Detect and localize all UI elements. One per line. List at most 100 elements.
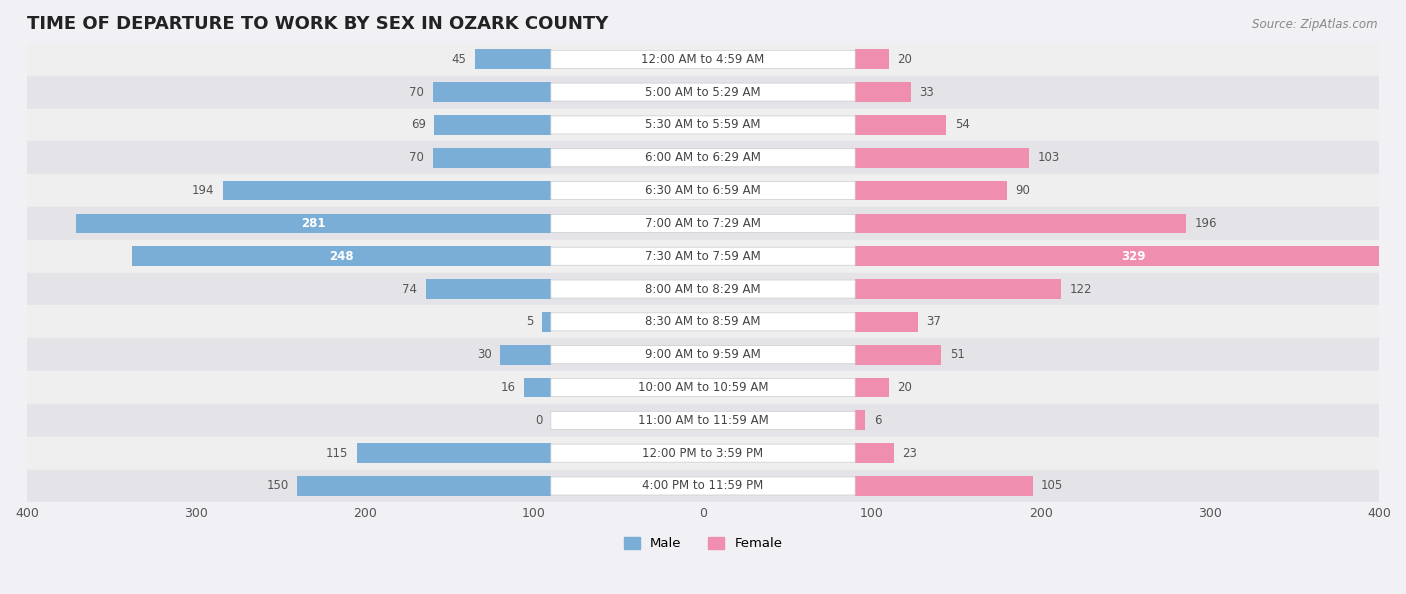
Text: 5:00 AM to 5:29 AM: 5:00 AM to 5:29 AM	[645, 86, 761, 99]
Bar	[132, 247, 551, 266]
Text: 70: 70	[409, 86, 425, 99]
Bar	[855, 214, 1187, 233]
Bar	[27, 437, 1379, 470]
Bar	[27, 240, 1379, 273]
Text: 6:30 AM to 6:59 AM: 6:30 AM to 6:59 AM	[645, 184, 761, 197]
Text: 105: 105	[1040, 479, 1063, 492]
Text: 12:00 PM to 3:59 PM: 12:00 PM to 3:59 PM	[643, 447, 763, 460]
Text: 20: 20	[897, 381, 912, 394]
Bar	[27, 273, 1379, 305]
Text: 248: 248	[329, 249, 354, 263]
Bar	[27, 338, 1379, 371]
Text: TIME OF DEPARTURE TO WORK BY SEX IN OZARK COUNTY: TIME OF DEPARTURE TO WORK BY SEX IN OZAR…	[27, 15, 609, 33]
Bar	[76, 214, 551, 233]
Bar	[27, 141, 1379, 174]
Bar	[855, 247, 1406, 266]
Bar	[855, 312, 918, 331]
Text: 8:00 AM to 8:29 AM: 8:00 AM to 8:29 AM	[645, 283, 761, 296]
Text: 37: 37	[927, 315, 941, 328]
Bar	[855, 476, 1032, 496]
Bar	[855, 181, 1007, 200]
Text: 6:00 AM to 6:29 AM: 6:00 AM to 6:29 AM	[645, 151, 761, 165]
Bar	[27, 404, 1379, 437]
FancyBboxPatch shape	[551, 116, 855, 134]
Text: Source: ZipAtlas.com: Source: ZipAtlas.com	[1253, 18, 1378, 31]
FancyBboxPatch shape	[551, 214, 855, 232]
Text: 74: 74	[402, 283, 418, 296]
Text: 7:30 AM to 7:59 AM: 7:30 AM to 7:59 AM	[645, 249, 761, 263]
Text: 150: 150	[267, 479, 288, 492]
Text: 122: 122	[1070, 283, 1092, 296]
FancyBboxPatch shape	[551, 247, 855, 266]
Bar	[855, 279, 1062, 299]
Text: 6: 6	[873, 414, 882, 427]
Bar	[855, 410, 865, 430]
Text: 7:00 AM to 7:29 AM: 7:00 AM to 7:29 AM	[645, 217, 761, 230]
Text: 196: 196	[1195, 217, 1218, 230]
Bar	[27, 75, 1379, 109]
Bar	[433, 83, 551, 102]
Text: 20: 20	[897, 53, 912, 66]
Bar	[224, 181, 551, 200]
Bar	[27, 305, 1379, 338]
Text: 115: 115	[326, 447, 349, 460]
Bar	[855, 148, 1029, 168]
FancyBboxPatch shape	[551, 182, 855, 200]
Text: 16: 16	[501, 381, 516, 394]
FancyBboxPatch shape	[551, 411, 855, 429]
Text: 194: 194	[193, 184, 215, 197]
Text: 5: 5	[527, 315, 534, 328]
Bar	[357, 443, 551, 463]
Bar	[855, 345, 941, 365]
Bar	[27, 470, 1379, 503]
Bar	[855, 49, 889, 69]
FancyBboxPatch shape	[551, 50, 855, 68]
Text: 10:00 AM to 10:59 AM: 10:00 AM to 10:59 AM	[638, 381, 768, 394]
Bar	[543, 312, 551, 331]
Bar	[27, 207, 1379, 240]
Bar	[426, 279, 551, 299]
Text: 70: 70	[409, 151, 425, 165]
Bar	[434, 115, 551, 135]
Bar	[475, 49, 551, 69]
Text: 5:30 AM to 5:59 AM: 5:30 AM to 5:59 AM	[645, 118, 761, 131]
Text: 30: 30	[477, 348, 492, 361]
Text: 12:00 AM to 4:59 AM: 12:00 AM to 4:59 AM	[641, 53, 765, 66]
Text: 33: 33	[920, 86, 934, 99]
Bar	[27, 109, 1379, 141]
FancyBboxPatch shape	[551, 346, 855, 364]
Bar	[27, 371, 1379, 404]
FancyBboxPatch shape	[551, 378, 855, 397]
FancyBboxPatch shape	[551, 313, 855, 331]
Text: 103: 103	[1038, 151, 1060, 165]
Text: 11:00 AM to 11:59 AM: 11:00 AM to 11:59 AM	[638, 414, 768, 427]
FancyBboxPatch shape	[551, 148, 855, 167]
Bar	[27, 43, 1379, 75]
Bar	[855, 115, 946, 135]
FancyBboxPatch shape	[551, 280, 855, 298]
Legend: Male, Female: Male, Female	[619, 532, 787, 555]
Bar	[524, 378, 551, 397]
FancyBboxPatch shape	[551, 83, 855, 101]
Text: 0: 0	[536, 414, 543, 427]
Bar	[855, 378, 889, 397]
Text: 4:00 PM to 11:59 PM: 4:00 PM to 11:59 PM	[643, 479, 763, 492]
Bar	[855, 443, 894, 463]
Bar	[433, 148, 551, 168]
Bar	[297, 476, 551, 496]
Text: 90: 90	[1015, 184, 1031, 197]
Text: 9:00 AM to 9:59 AM: 9:00 AM to 9:59 AM	[645, 348, 761, 361]
FancyBboxPatch shape	[551, 444, 855, 462]
Bar	[855, 83, 911, 102]
Bar	[501, 345, 551, 365]
Text: 51: 51	[950, 348, 965, 361]
Text: 69: 69	[411, 118, 426, 131]
Text: 23: 23	[903, 447, 917, 460]
FancyBboxPatch shape	[551, 477, 855, 495]
Text: 281: 281	[301, 217, 326, 230]
Bar	[27, 174, 1379, 207]
Text: 45: 45	[451, 53, 467, 66]
Text: 54: 54	[955, 118, 970, 131]
Text: 329: 329	[1121, 249, 1146, 263]
Text: 8:30 AM to 8:59 AM: 8:30 AM to 8:59 AM	[645, 315, 761, 328]
